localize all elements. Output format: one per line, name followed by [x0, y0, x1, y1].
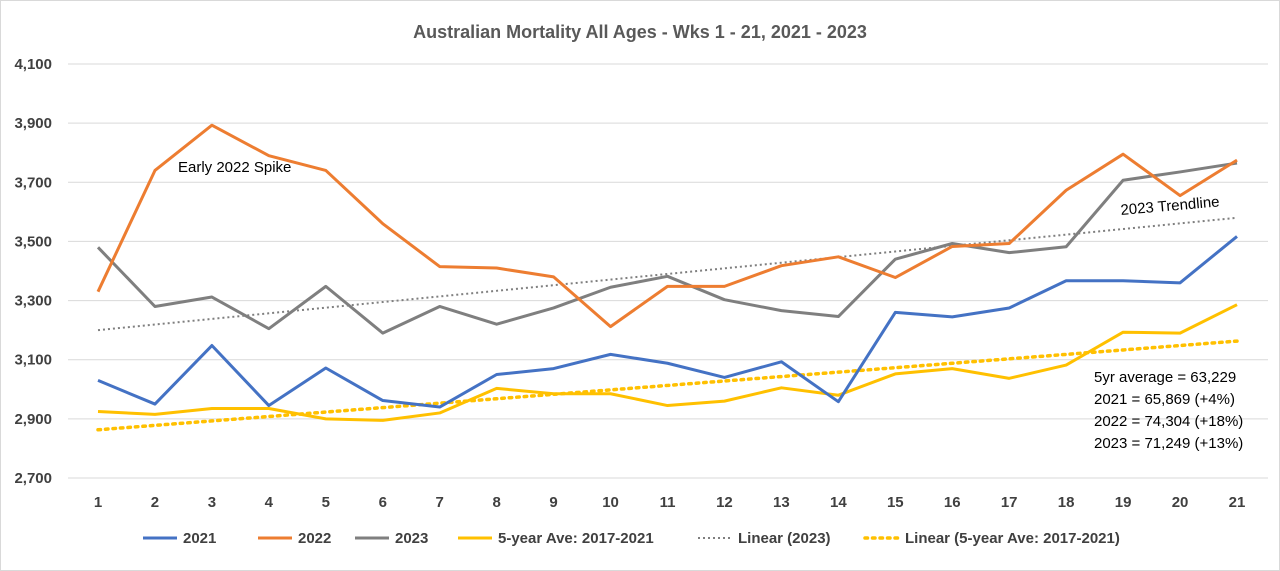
- x-tick-label: 15: [887, 494, 904, 511]
- series-line-1: [97, 235, 1238, 409]
- series-line-3: [96, 161, 1238, 335]
- y-tick-label: 3,300: [14, 293, 52, 310]
- summary-2021: 2021 = 65,869 (+4%): [1094, 391, 1235, 408]
- y-tick-label: 3,100: [14, 352, 52, 369]
- summary-2022: 2022 = 74,304 (+18%): [1094, 413, 1243, 430]
- summary-5yr-average: 5yr average = 63,229: [1094, 369, 1236, 386]
- x-tick-label: 4: [265, 494, 274, 511]
- x-tick-label: 9: [549, 494, 557, 511]
- legend-label-4: 5-year Ave: 2017-2021: [498, 530, 654, 547]
- series-layer: [96, 123, 1239, 432]
- legend: 2021 2022 2023 5-year Ave: 2017-2021 Linear …: [143, 530, 1120, 547]
- y-tick-label: 3,500: [14, 233, 52, 250]
- x-tick-label: 8: [492, 494, 500, 511]
- x-tick-label: 3: [208, 494, 216, 511]
- y-tick-label: 4,100: [14, 56, 52, 73]
- x-tick-label: 18: [1058, 494, 1075, 511]
- x-tick-label: 1: [94, 494, 102, 511]
- series-line-5: [97, 216, 1238, 332]
- summary-box: 5yr average = 63,229 2021 = 65,869 (+4%)…: [1094, 369, 1243, 452]
- legend-label-6: Linear (5-year Ave: 2017-2021): [905, 530, 1120, 547]
- x-tick-label: 21: [1229, 494, 1246, 511]
- x-tick-label: 11: [660, 494, 676, 511]
- x-tick-label: 19: [1115, 494, 1132, 511]
- annotation-early-2022-spike: Early 2022 Spike: [178, 159, 291, 176]
- summary-2023: 2023 = 71,249 (+13%): [1094, 435, 1243, 452]
- series-line-4: [97, 303, 1238, 422]
- x-tick-label: 5: [322, 494, 330, 511]
- x-tick-label: 16: [944, 494, 961, 511]
- legend-label-3: 2023: [395, 530, 428, 547]
- x-tick-label: 7: [436, 494, 444, 511]
- y-tick-label: 2,700: [14, 470, 52, 487]
- legend-label-5: Linear (2023): [738, 530, 831, 547]
- x-tick-label: 13: [773, 494, 790, 511]
- x-tick-label: 14: [830, 494, 847, 511]
- x-axis-ticks: 1 2 3 4 5 6 7 8 9 10 11 12 13 14 15 16 17 18 19 20 21: [94, 494, 1246, 511]
- x-tick-label: 17: [1001, 494, 1018, 511]
- y-tick-label: 3,700: [14, 174, 52, 191]
- x-tick-label: 6: [379, 494, 387, 511]
- x-tick-label: 20: [1172, 494, 1189, 511]
- y-tick-label: 2,900: [14, 411, 52, 428]
- gridlines: [68, 63, 1268, 479]
- chart-title: Australian Mortality All Ages - Wks 1 - …: [413, 22, 867, 42]
- y-axis-ticks: 2,700 2,900 3,100 3,300 3,500 3,700 3,900 4,100: [14, 56, 52, 487]
- x-tick-label: 12: [716, 494, 733, 511]
- y-tick-label: 3,900: [14, 115, 52, 132]
- series-line-2: [96, 123, 1238, 329]
- legend-label-2: 2022: [298, 530, 331, 547]
- legend-label-1: 2021: [183, 530, 216, 547]
- x-tick-label: 10: [602, 494, 619, 511]
- series-line-6: [96, 339, 1239, 432]
- x-tick-label: 2: [151, 494, 159, 511]
